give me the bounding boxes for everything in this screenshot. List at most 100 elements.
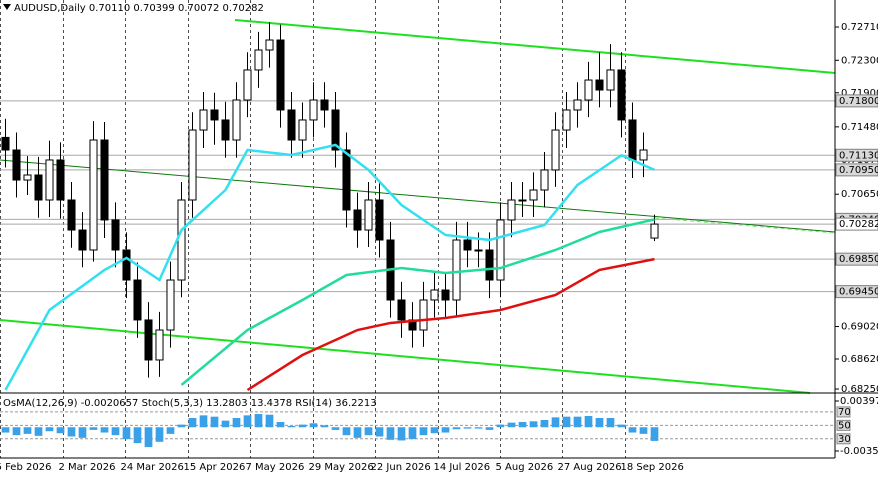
osma-bar [188,418,197,428]
osma-bar [573,416,582,428]
candle-body [144,319,153,361]
x-tick-label: 29 May 2026 [309,462,374,473]
levels [0,100,835,293]
osma-bar [452,427,461,430]
osma-bar [430,427,439,434]
osma-bar [419,427,428,436]
level-box [835,285,878,299]
candle-body [342,149,351,211]
last-price-label: 0.70282 [839,219,878,230]
candle-body [320,99,329,111]
candle-body [232,99,241,141]
level-box [835,252,878,266]
osma-bar [386,427,395,440]
candle-body [133,279,142,321]
candle-body [595,79,604,91]
symbol-icon [3,4,11,10]
osma-bar [540,419,549,428]
candle-body [584,79,593,101]
osma-bar [243,415,252,428]
candle-body [375,199,384,241]
candle-body [562,109,571,131]
indicator-title: OsMA(12,26,9) -0.0020657 Stoch(5,3,3) 13… [3,398,377,409]
candle-body [474,249,483,252]
candle-body [452,239,461,301]
stoch-level-label: 50 [838,420,851,431]
osma-bar [298,424,307,428]
osma-bar [353,427,362,438]
last-price-box [835,217,878,231]
candle-body [276,39,285,111]
candles [1,22,659,378]
candle-body [287,109,296,141]
osma-bar [166,427,175,434]
osma-bar [463,427,472,429]
osma-bar [562,416,571,428]
osma-bar [529,421,538,428]
osma-bar [639,427,648,434]
osma-bar [122,427,131,440]
candle-body [606,69,615,91]
osma-bar [265,414,274,428]
level-box [835,148,878,162]
moving-average [180,218,655,386]
osma-bar [584,416,593,428]
candle-body [1,136,10,151]
candle-body [45,159,54,201]
candle-body [485,249,494,281]
osma-bar [12,427,21,436]
candle-body [639,149,648,161]
candle-body [650,223,659,239]
osma-bar [45,427,54,432]
candle-body [551,129,560,171]
candle-body [507,199,516,221]
x-tick-label: 24 Mar 2026 [121,462,184,473]
x-tick-label: 5 Aug 2026 [496,462,554,473]
osma-bar [67,427,76,437]
stoch-level-box [836,419,851,431]
x-tick-label: 27 Aug 2026 [558,462,622,473]
candle-body [199,109,208,131]
osma-bar [309,423,318,428]
osma-bar [628,427,637,433]
osma-bar [595,418,604,428]
candle-body [573,99,582,111]
candle-body [177,199,186,281]
x-tick-label: 15 Apr 2026 [184,462,246,473]
osma-bar [254,414,263,428]
osma-bar [111,427,120,436]
stoch-level-label: 70 [838,407,851,418]
osma-bar [474,427,483,429]
indicator-tick-label: 0.003974 [840,396,878,407]
osma-bar [34,427,43,436]
candle-body [78,229,87,251]
candle-body [243,69,252,101]
indicator [0,411,835,448]
candle-body [188,129,197,201]
osma-bar [155,427,164,442]
osma-bar [1,427,10,433]
stoch-level-box [836,406,851,418]
moving-average [4,143,656,391]
chart-title: AUDUSD,Daily 0.70110 0.70399 0.70072 0.7… [14,3,264,14]
osma-bar [551,417,560,428]
axes: 5 Feb 2026 2 Mar 2026 24 Mar 2026 15 Apr 20… [0,22,878,473]
candle-body [210,109,219,121]
osma-bar [496,424,505,428]
candle-body [529,189,538,201]
candle-body [496,219,505,281]
candle-body [254,49,263,71]
candle-body [463,239,472,251]
osma-bar [100,427,109,433]
candle-body [441,289,450,301]
osma-bar [320,425,329,428]
osma-bar [375,427,384,437]
osma-bar [287,425,296,428]
level-label: 0.71130 [839,150,878,161]
